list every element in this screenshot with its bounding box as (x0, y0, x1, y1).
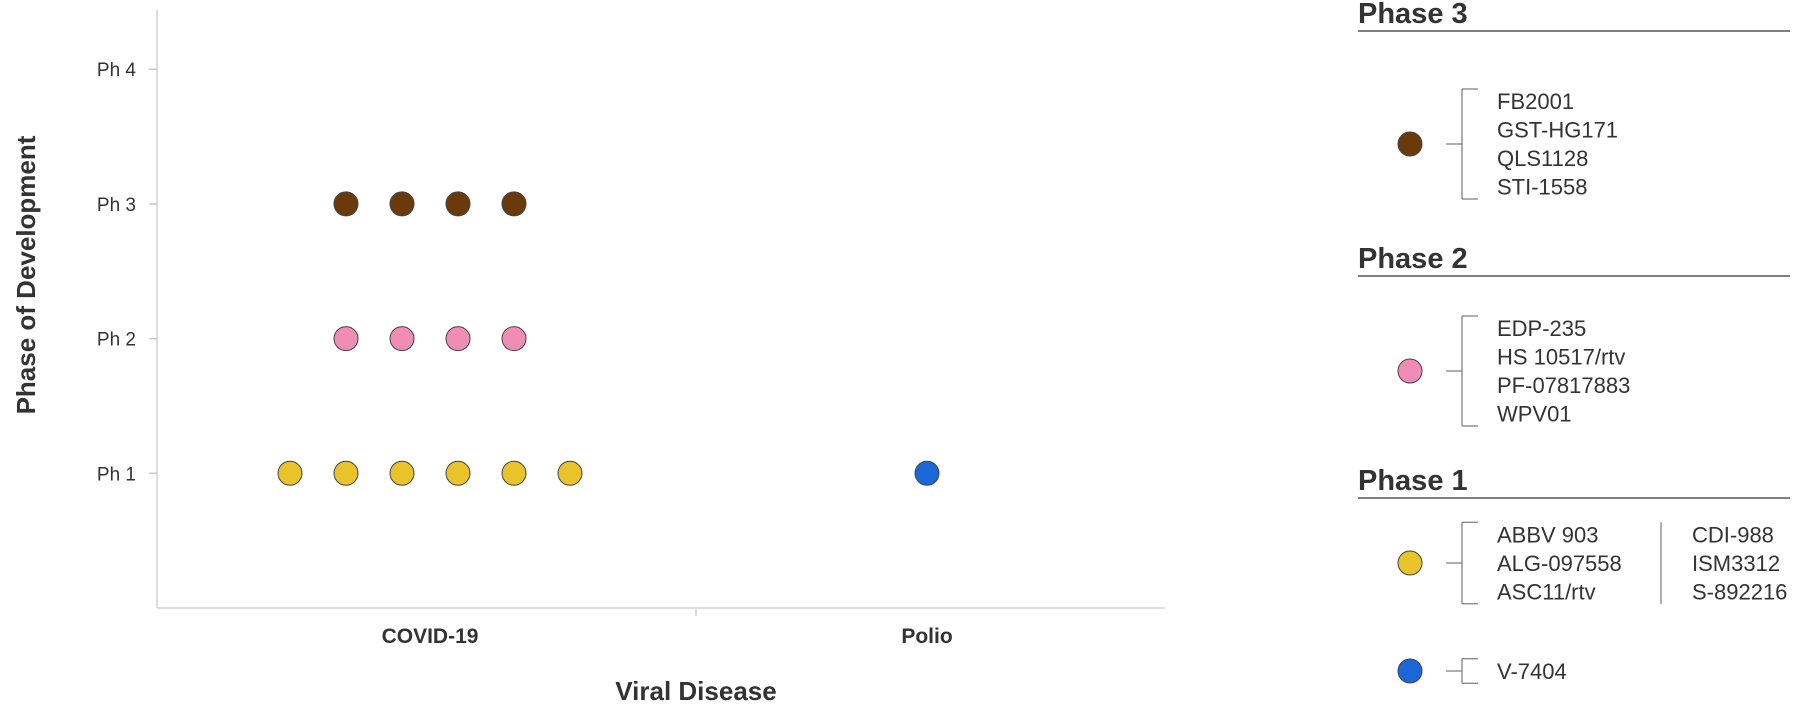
legend-item: ASC11/rtv (1497, 579, 1596, 604)
legend-heading: Phase 2 (1358, 243, 1468, 275)
legend-item: QLS1128 (1497, 146, 1588, 171)
legend-marker (1397, 358, 1423, 384)
legend-item: CDI-988 (1692, 522, 1774, 547)
legend-item: GST-HG171 (1497, 118, 1618, 143)
y-axis-title: Phase of Development (11, 135, 41, 414)
y-tick-label: Ph 1 (97, 464, 136, 485)
x-axis-title: Viral Disease (615, 676, 776, 704)
data-point (445, 326, 471, 352)
y-tick-label: Ph 3 (97, 195, 136, 216)
legend-item: ALG-097558 (1497, 551, 1622, 576)
legend-marker (1397, 658, 1423, 684)
data-point (501, 191, 527, 217)
data-point (501, 460, 527, 486)
y-tick-label: Ph 4 (97, 60, 137, 81)
legend: Phase 3 FB2001 GST-HG171 QLS1128 STI-1558 Pha… (1358, 0, 1790, 684)
legend-marker (1397, 550, 1423, 576)
x-tick-label: COVID-19 (382, 625, 479, 648)
data-point (445, 191, 471, 217)
x-tick-label: Polio (901, 625, 952, 648)
data-point (389, 460, 415, 486)
legend-item: S-892216 (1692, 579, 1787, 604)
legend-item: FB2001 (1497, 89, 1574, 114)
legend-item: STI-1558 (1497, 175, 1588, 200)
data-point (914, 460, 940, 486)
data-point (501, 326, 527, 352)
legend-item: ISM3312 (1692, 551, 1780, 576)
legend-item: WPV01 (1497, 402, 1572, 427)
legend-item: PF-07817883 (1497, 373, 1630, 398)
legend-item: ABBV 903 (1497, 522, 1599, 547)
data-point (333, 326, 359, 352)
data-point (333, 460, 359, 486)
axes: Ph 1 Ph 2 Ph 3 Ph 4 COVID-19 Polio Viral Disea… (11, 10, 1165, 704)
data-point (389, 326, 415, 352)
data-point (277, 460, 303, 486)
legend-item: HS 10517/rtv (1497, 345, 1625, 370)
legend-item: V-7404 (1497, 659, 1567, 684)
legend-item: EDP-235 (1497, 316, 1586, 341)
legend-heading: Phase 1 (1358, 465, 1468, 497)
data-point (445, 460, 471, 486)
legend-heading: Phase 3 (1358, 0, 1468, 30)
data-points (277, 191, 940, 486)
data-point (557, 460, 583, 486)
data-point (389, 191, 415, 217)
y-tick-label: Ph 2 (97, 330, 136, 351)
legend-marker (1397, 131, 1423, 157)
data-point (333, 191, 359, 217)
